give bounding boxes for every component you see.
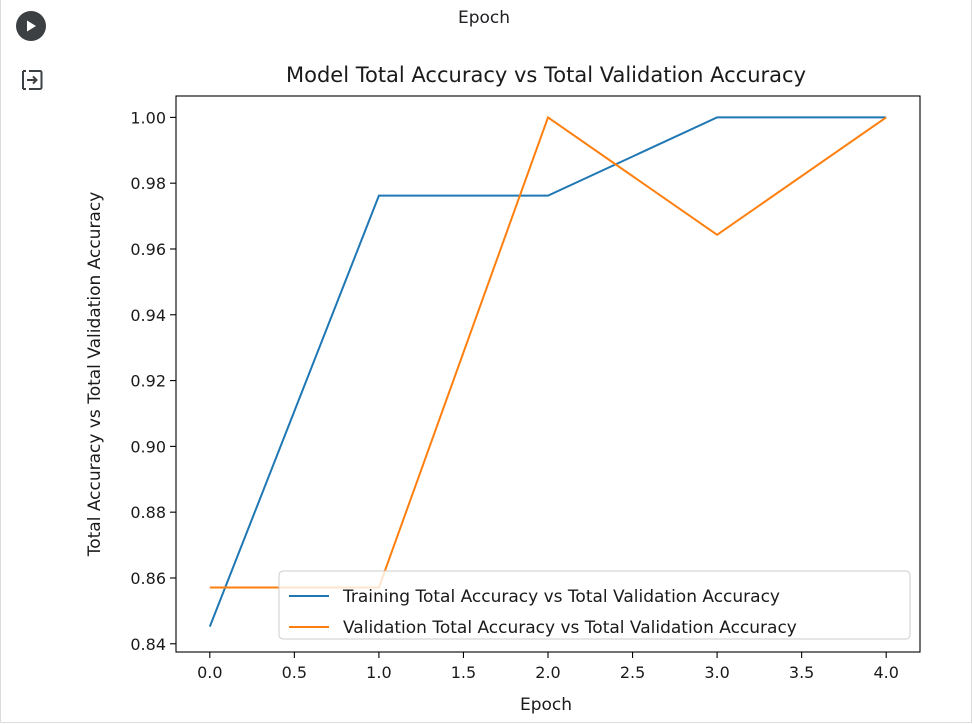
play-icon	[27, 20, 36, 32]
x-tick-label: 1.5	[451, 663, 476, 682]
cell-gutter	[0, 0, 62, 724]
output-toggle-button[interactable]	[18, 66, 46, 94]
y-tick-label: 0.92	[130, 372, 166, 391]
output-toggle-icon	[22, 70, 43, 90]
run-cell-button[interactable]	[16, 11, 46, 41]
legend-label: Training Total Accuracy vs Total Validat…	[342, 587, 780, 607]
x-tick-label: 3.5	[789, 663, 814, 682]
x-tick-label: 3.0	[704, 663, 729, 682]
y-tick-label: 1.00	[130, 108, 166, 127]
series-line-training	[208, 116, 887, 628]
axes-frame	[175, 95, 921, 653]
legend-label: Validation Total Accuracy vs Total Valid…	[343, 618, 797, 638]
x-axis: 0.0 0.5 1.0 1.5 2.0 2.5 3.0 3.5 4.0	[197, 652, 899, 682]
x-tick-label: 1.0	[366, 663, 391, 682]
plot-lines	[208, 115, 887, 628]
y-tick-label: 0.84	[130, 635, 166, 654]
x-tick-label: 0.0	[197, 663, 222, 682]
chart-title: Model Total Accuracy vs Total Validation…	[286, 63, 806, 87]
y-tick-label: 0.96	[130, 240, 166, 259]
y-tick-label: 0.94	[130, 306, 166, 325]
y-tick-label: 0.98	[130, 174, 166, 193]
x-tick-label: 0.5	[282, 663, 307, 682]
y-tick-label: 0.88	[130, 503, 166, 522]
legend-box	[278, 570, 911, 640]
x-axis-label: Epoch	[520, 695, 572, 715]
x-tick-label: 4.0	[873, 663, 898, 682]
y-tick-label: 0.86	[130, 569, 166, 588]
x-tick-label: 2.5	[620, 663, 645, 682]
y-axis: 0.84 0.86 0.88 0.90 0.92 0.94 0.96 0.98 1.00	[130, 108, 176, 654]
series-line-validation	[209, 115, 887, 589]
legend: Training Total Accuracy vs Total Validat…	[278, 570, 911, 640]
y-tick-label: 0.90	[130, 437, 166, 456]
x-tick-label: 2.0	[535, 663, 560, 682]
line-chart: Model Total Accuracy vs Total Validation…	[85, 63, 921, 715]
y-axis-label: Total Accuracy vs Total Validation Accur…	[85, 192, 105, 558]
